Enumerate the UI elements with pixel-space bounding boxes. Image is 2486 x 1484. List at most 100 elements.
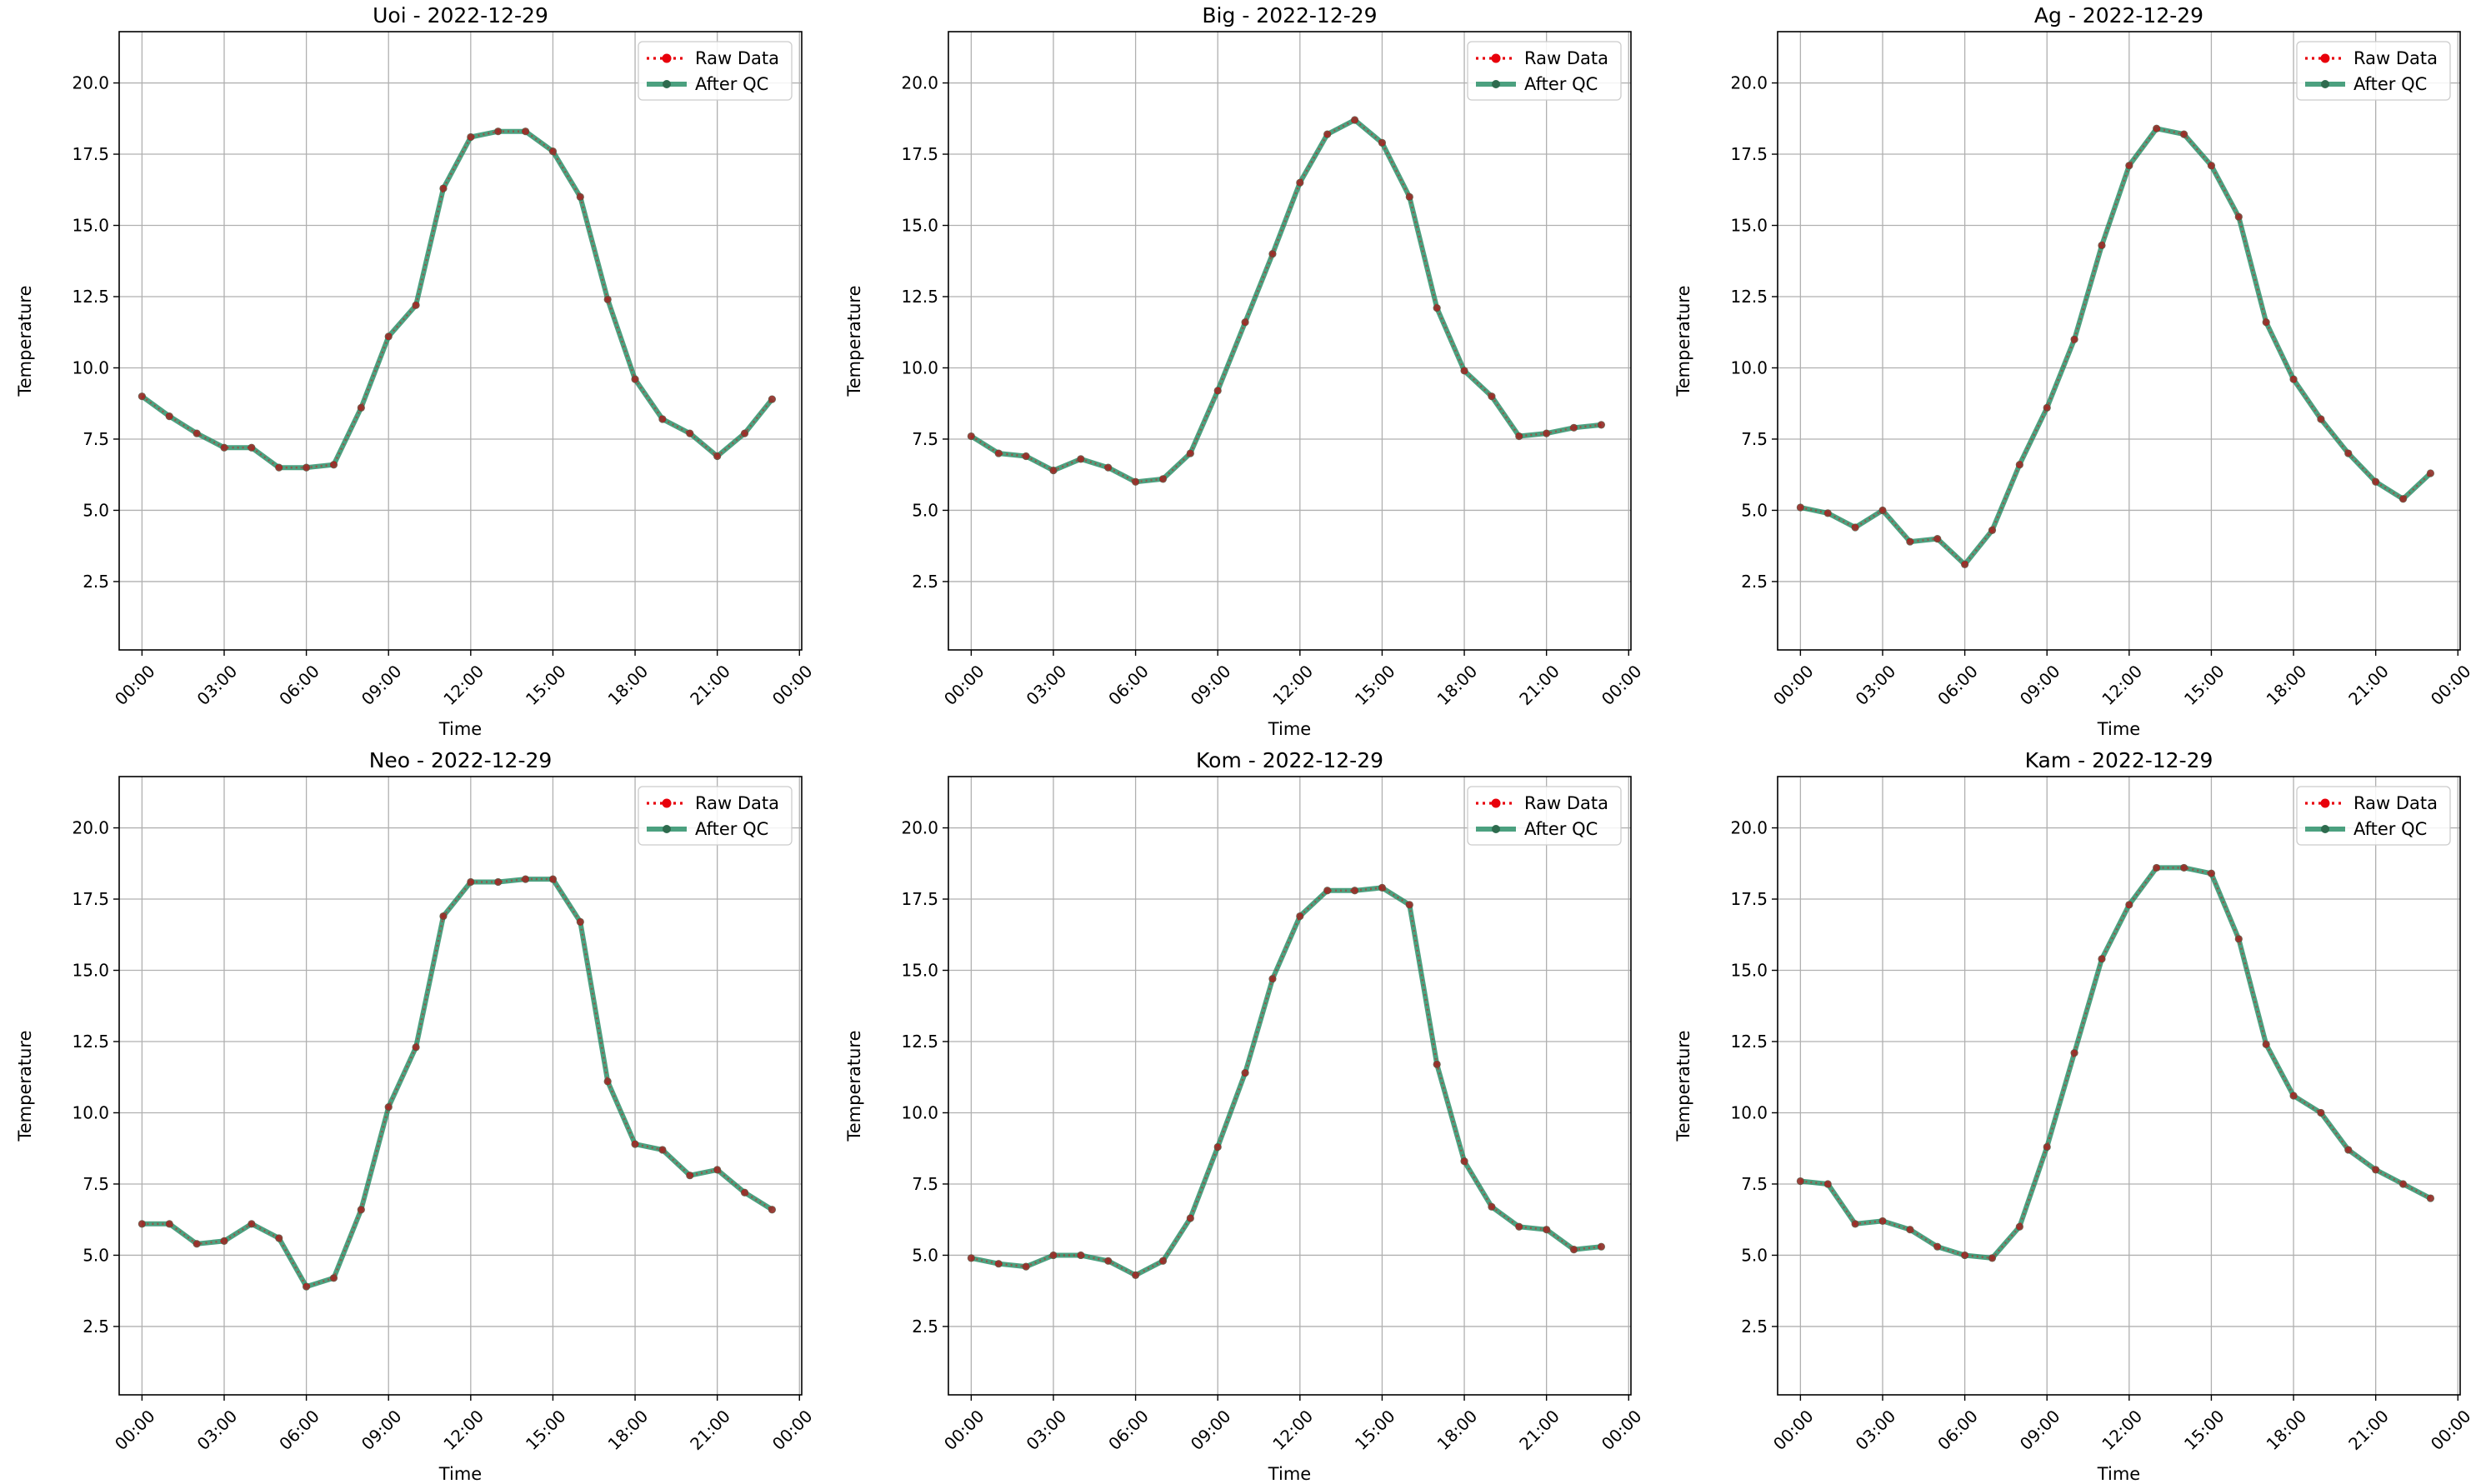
x-tick-label: 12:00: [439, 1406, 488, 1454]
raw-data-point: [1988, 1254, 1996, 1262]
series-raw-data: [1797, 864, 2434, 1262]
raw-data-point: [1049, 1252, 1058, 1259]
series-raw-data: [1797, 125, 2434, 568]
legend-qc-marker: [2321, 80, 2329, 88]
raw-data-point: [2289, 1092, 2298, 1100]
raw-data-point: [1187, 1214, 1194, 1222]
raw-data-point: [2098, 242, 2106, 249]
raw-data-point: [412, 302, 420, 309]
raw-data-point: [385, 332, 393, 341]
x-tick-label: 21:00: [2344, 1406, 2393, 1454]
raw-data-point: [2344, 449, 2352, 457]
x-tick-label: 00:00: [768, 1406, 817, 1454]
series-after-qc: [138, 875, 777, 1291]
x-tick-label: 15:00: [1351, 661, 1399, 709]
raw-data-point: [1824, 509, 1832, 517]
x-tick-label: 03:00: [193, 661, 242, 709]
subplot-4: 00:00 03:00 06:00 09:00 12:00 15:00 18:00 21:00…: [15, 748, 817, 1484]
raw-data-point: [1351, 116, 1358, 124]
raw-data-point: [1824, 1180, 1832, 1188]
x-tick-label: 12:00: [439, 661, 488, 709]
axes-frame: [118, 776, 803, 1396]
raw-data-point: [2208, 870, 2215, 877]
raw-data-point: [968, 1254, 975, 1262]
raw-data-point: [631, 375, 639, 383]
x-tick-label: 15:00: [2180, 661, 2228, 709]
chart-title: Kam - 2022-12-29: [2025, 748, 2213, 772]
raw-data-point: [1268, 975, 1277, 982]
y-tick-label: 10.0: [901, 1102, 938, 1122]
raw-data-point: [138, 1220, 146, 1228]
legend-raw-marker: [2320, 53, 2330, 63]
legend-qc-marker: [1492, 80, 1500, 88]
legend-qc-label: After QC: [695, 819, 768, 839]
raw-data-point: [358, 404, 365, 412]
raw-data-point: [577, 193, 584, 201]
raw-data-point: [1323, 887, 1331, 894]
x-tick-label: 00:00: [768, 661, 817, 709]
raw-data-point: [1132, 478, 1139, 486]
raw-data-point: [577, 918, 584, 926]
raw-data-point: [1104, 463, 1112, 472]
legend-raw-label: Raw Data: [695, 793, 779, 813]
raw-data-point: [549, 147, 557, 155]
raw-data-point: [1214, 1143, 1222, 1151]
raw-data-point: [2372, 478, 2379, 486]
x-tick-label: 18:00: [1433, 661, 1482, 709]
raw-data-point: [522, 127, 529, 135]
legend-raw-marker: [1491, 798, 1501, 808]
grid: [948, 32, 1631, 650]
y-axis-label: Temperature: [844, 285, 864, 397]
raw-data-point: [1797, 503, 1804, 512]
raw-data-point: [1433, 1061, 1441, 1068]
raw-data-point: [1515, 1223, 1523, 1231]
x-tick-label: 18:00: [1433, 1406, 1482, 1454]
x-tick-label: 06:00: [1933, 1406, 1982, 1454]
y-tick-label: 10.0: [72, 357, 109, 377]
series-after-qc-line: [140, 128, 774, 471]
raw-data-point: [1488, 1203, 1496, 1211]
x-tick-label: 09:00: [1187, 661, 1235, 709]
raw-data-point: [1598, 421, 1605, 429]
x-tick-label: 15:00: [2180, 1406, 2228, 1454]
chart-title: Neo - 2022-12-29: [369, 748, 553, 772]
raw-data-point: [494, 878, 502, 886]
legend: Raw Data After QC: [638, 41, 793, 101]
raw-data-point: [1878, 507, 1887, 514]
raw-data-point: [138, 392, 146, 400]
raw-data-point: [2125, 162, 2133, 169]
x-axis-label: Time: [1268, 1464, 1311, 1484]
raw-data-point: [1988, 527, 1996, 534]
legend-qc-label: After QC: [2353, 74, 2427, 94]
x-tick-label: 09:00: [358, 661, 406, 709]
y-tick-label: 5.0: [912, 500, 938, 520]
grid: [948, 777, 1631, 1395]
x-tick-label: 18:00: [604, 661, 653, 709]
raw-data-point: [220, 444, 228, 452]
y-tick-label: 10.0: [1730, 1102, 1768, 1122]
x-tick-label: 21:00: [1515, 1406, 1563, 1454]
subplot-6: 00:00 03:00 06:00 09:00 12:00 15:00 18:00 21:00…: [1673, 748, 2475, 1484]
y-tick-label: 10.0: [1730, 357, 1768, 377]
y-tick-label: 17.5: [72, 889, 109, 909]
x-tick-label: 00:00: [2427, 661, 2475, 709]
raw-data-point: [658, 415, 667, 423]
raw-data-point: [1214, 387, 1222, 395]
y-tick-label: 5.0: [912, 1245, 938, 1265]
raw-data-point: [439, 912, 448, 920]
raw-data-point: [2016, 1223, 2023, 1231]
grid: [119, 777, 802, 1395]
subplot-5: 00:00 03:00 06:00 09:00 12:00 15:00 18:00 21:00…: [844, 748, 1646, 1484]
raw-data-point: [358, 1206, 365, 1213]
x-tick-label: 12:00: [2098, 661, 2146, 709]
subplot-3: 00:00 03:00 06:00 09:00 12:00 15:00 18:00 21:00…: [1673, 3, 2475, 739]
raw-data-point: [2153, 125, 2160, 132]
raw-data-point: [995, 449, 1003, 457]
axes-frame: [948, 776, 1632, 1396]
raw-data-point: [658, 1146, 667, 1154]
axes-frame: [1777, 776, 2461, 1396]
y-tick-label: 17.5: [901, 144, 938, 164]
series-raw-data-line: [970, 118, 1602, 483]
raw-data-point: [995, 1260, 1003, 1267]
x-tick-label: 12:00: [1268, 661, 1317, 709]
